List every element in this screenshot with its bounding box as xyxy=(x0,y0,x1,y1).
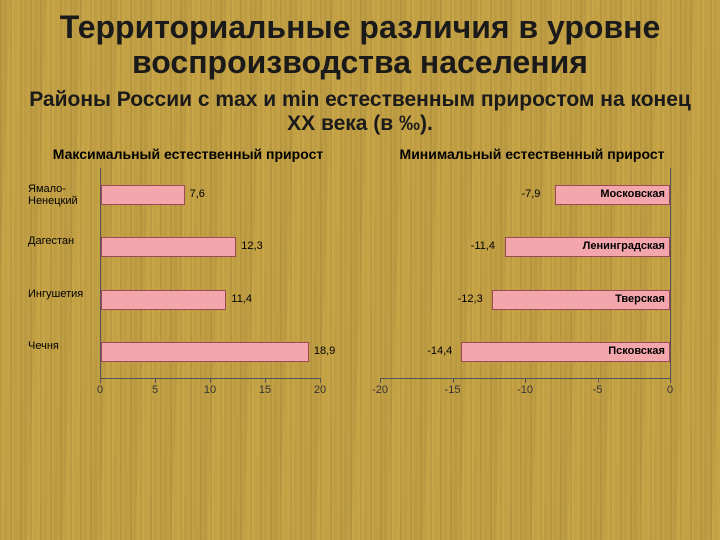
x-tick xyxy=(598,378,599,383)
bar-overlay-label: Ленинградская xyxy=(510,240,665,252)
value-label: -11,4 xyxy=(471,240,495,252)
x-tick-label: 15 xyxy=(259,384,271,396)
charts-row: Максимальный естественный прирост 0 5 10 15… xyxy=(28,146,692,402)
x-tick-label: -20 xyxy=(372,384,388,396)
value-label: 7,6 xyxy=(190,188,205,200)
x-tick xyxy=(453,378,454,383)
y-axis xyxy=(670,168,671,378)
value-label: 11,4 xyxy=(231,293,252,305)
chart-min-plot: -20 -15 -10 -5 0 -7,9 Московская -11,4 Ленинград… xyxy=(372,168,678,402)
chart-max: Максимальный естественный прирост 0 5 10 15… xyxy=(28,146,348,402)
value-label: -7,9 xyxy=(521,188,540,200)
bar-overlay-label: Псковская xyxy=(466,345,665,357)
value-label: 18,9 xyxy=(314,345,335,357)
chart-min: Минимальный естественный прирост -20-15-… xyxy=(372,146,692,402)
x-tick-label: -10 xyxy=(517,384,533,396)
bar xyxy=(101,185,185,205)
x-tick-label: -5 xyxy=(593,384,603,396)
value-label: -12,3 xyxy=(458,293,483,305)
bar xyxy=(101,290,226,310)
value-label: -14,4 xyxy=(427,345,452,357)
x-tick xyxy=(320,378,321,383)
bar-overlay-label: Московская xyxy=(560,188,665,200)
chart-min-title: Минимальный естественный прирост xyxy=(372,146,692,162)
x-tick xyxy=(380,378,381,383)
value-label: 12,3 xyxy=(241,240,262,252)
x-tick xyxy=(155,378,156,383)
category-label: Дагестан xyxy=(28,235,94,248)
page-title: Территориальные различия в уровне воспро… xyxy=(28,10,692,80)
category-label: Ямало-Ненецкий xyxy=(28,183,94,208)
x-tick xyxy=(670,378,671,383)
chart-max-title: Максимальный естественный прирост xyxy=(28,146,348,162)
x-tick xyxy=(210,378,211,383)
x-tick-label: 20 xyxy=(314,384,326,396)
chart-max-plot: 0 5 10 15 20 Ямало-Ненецкий 7,6 Дагестан 12,3 Инг… xyxy=(28,168,350,402)
x-tick-label: 10 xyxy=(204,384,216,396)
category-label: Ингушетия xyxy=(28,288,94,301)
x-tick xyxy=(100,378,101,383)
bar xyxy=(101,342,309,362)
x-tick-label: 0 xyxy=(97,384,103,396)
bar-overlay-label: Тверская xyxy=(497,293,665,305)
category-label: Чечня xyxy=(28,340,94,353)
x-tick-label: 0 xyxy=(667,384,673,396)
x-tick-label: 5 xyxy=(152,384,158,396)
x-tick xyxy=(265,378,266,383)
x-tick xyxy=(525,378,526,383)
bar xyxy=(101,237,236,257)
x-tick-label: -15 xyxy=(445,384,461,396)
page-subtitle: Районы России с max и min естественным п… xyxy=(28,88,692,136)
